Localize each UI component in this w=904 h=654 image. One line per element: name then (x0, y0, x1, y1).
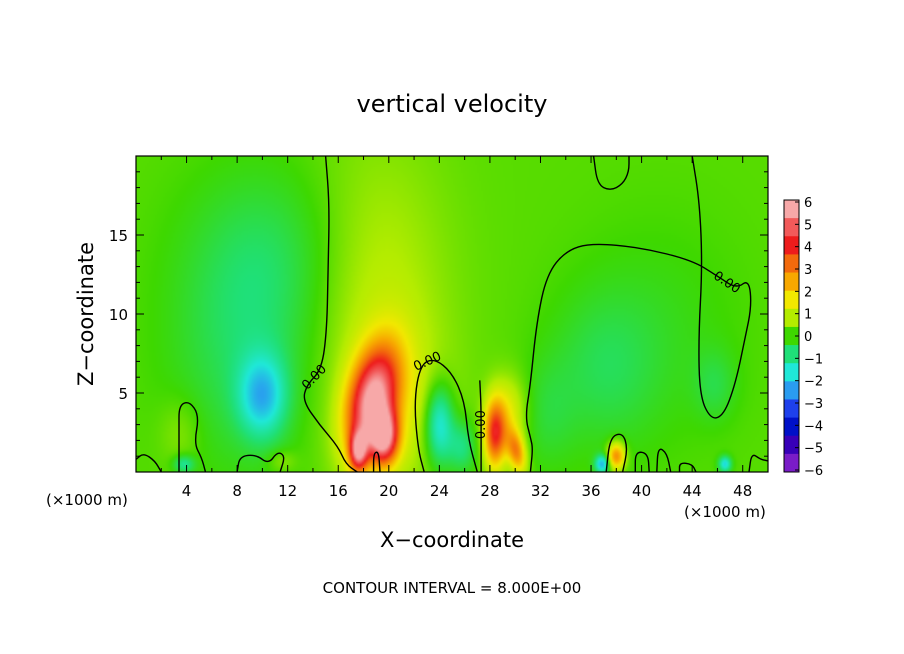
x-tick-label: 36 (581, 482, 600, 500)
colorbar-swatch (784, 345, 799, 364)
contour-line (372, 451, 381, 472)
contour-line (178, 401, 207, 472)
contour-line (236, 452, 285, 472)
x-tick-label: 4 (182, 482, 192, 500)
contour-line (525, 156, 752, 472)
colorbar-tick-label: 4 (804, 241, 812, 256)
y-tick-label: 10 (109, 306, 128, 324)
contour-line (605, 433, 628, 472)
y-tick-label: 15 (109, 227, 128, 245)
contour-line (303, 156, 358, 472)
contour-label: 0.00 (474, 410, 489, 439)
colorbar-tick-label: −5 (804, 442, 823, 457)
colorbar-swatch (784, 254, 799, 274)
colorbar-tick-label: 3 (804, 263, 812, 278)
colorbar-swatch (784, 399, 799, 419)
colorbar-swatch (784, 272, 799, 292)
colorbar-tick-label: 5 (804, 218, 812, 233)
x-tick-label: 40 (632, 482, 651, 500)
x-tick-label: 24 (430, 482, 449, 500)
chart-title: vertical velocity (357, 90, 548, 118)
contour-line (414, 359, 478, 472)
colorbar-tick-label: −6 (804, 464, 823, 479)
colorbar-tick-label: −1 (804, 352, 823, 367)
x-tick-label: 32 (531, 482, 550, 500)
colorbar-tick-label: −2 (804, 375, 823, 390)
colorbar-swatch (784, 453, 799, 473)
colorbar-swatch (784, 290, 799, 310)
contour-line (656, 448, 672, 472)
colorbar-tick-label: −4 (804, 419, 823, 434)
colorbar-swatch (784, 435, 799, 455)
x-tick-label: 16 (329, 482, 348, 500)
contour-line (136, 454, 162, 472)
x-unit-left: (×1000 m) (46, 491, 128, 509)
x-tick-label: 44 (683, 482, 702, 500)
colorbar-swatch (784, 218, 799, 237)
colorbar-swatch (784, 236, 799, 255)
contour-interval-footer: CONTOUR INTERVAL = 8.000E+00 (323, 579, 582, 597)
x-unit-right: (×1000 m) (684, 503, 766, 521)
x-tick-label: 48 (733, 482, 752, 500)
x-tick-label: 8 (232, 482, 242, 500)
colorbar-tick-label: 6 (804, 196, 812, 211)
contour-line (634, 451, 650, 472)
contour-line (479, 380, 482, 472)
colorbar-tick-label: −3 (804, 397, 823, 412)
colorbar-swatch (784, 308, 799, 328)
colorbar-tick-label: 2 (804, 285, 812, 300)
colorbar-swatch (784, 363, 799, 382)
colorbar-swatch (784, 381, 799, 400)
x-tick-label: 12 (278, 482, 297, 500)
x-axis-label: X−coordinate (380, 528, 524, 552)
contour-line (748, 454, 768, 472)
contour-line (592, 156, 630, 190)
x-tick-label: 20 (379, 482, 398, 500)
colorbar-swatch (784, 326, 799, 346)
colorbar-tick-label: 1 (804, 308, 812, 323)
colorbar-tick-label: 0 (804, 330, 812, 345)
colorbar-swatch (784, 200, 799, 219)
velocity-field-heatmap (136, 156, 768, 472)
colorbar-swatch (784, 417, 799, 437)
y-axis-label: Z−coordinate (74, 242, 98, 386)
colorbar: 6 5 4 3 2 1 0 −1 −2 −3 −4 −5 −6 (783, 196, 823, 479)
x-tick-label: 28 (480, 482, 499, 500)
y-tick-label: 5 (118, 385, 128, 403)
